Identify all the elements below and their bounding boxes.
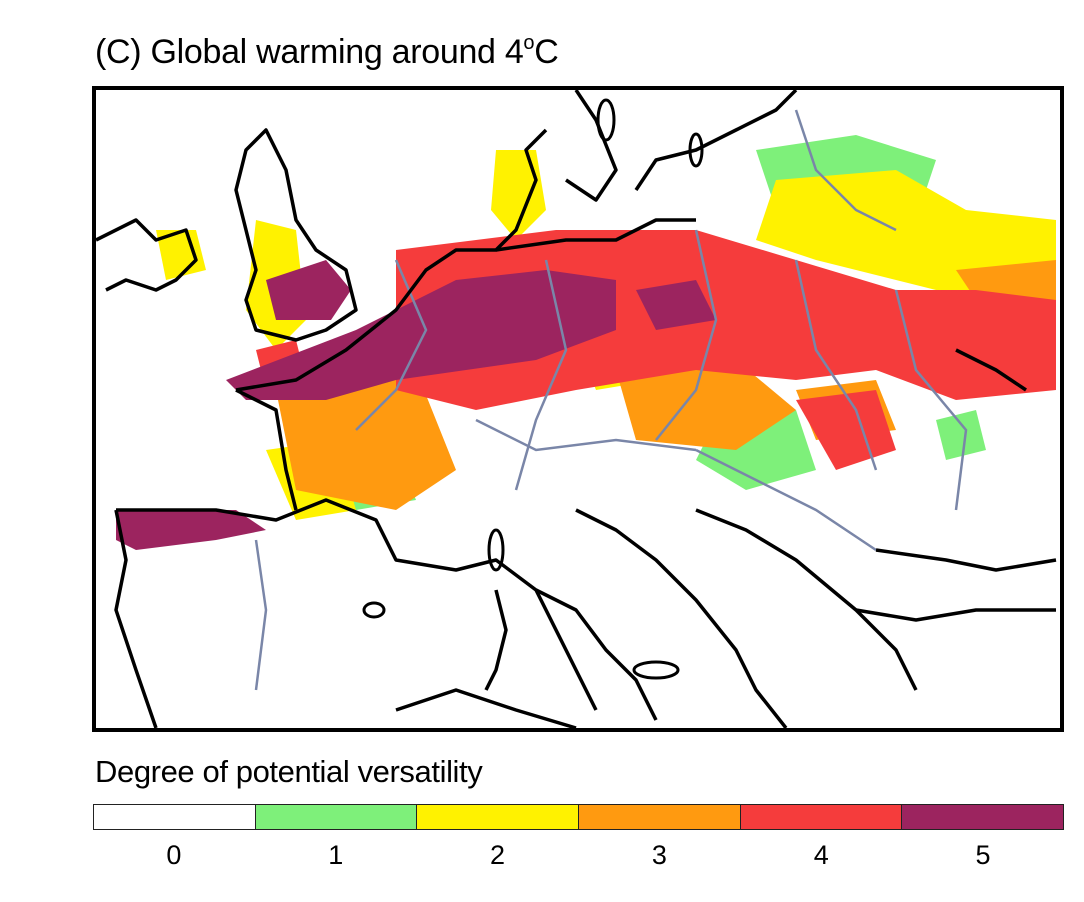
legend-label-2: 2 — [490, 840, 506, 870]
legend-swatch-4 — [740, 805, 903, 829]
title-suffix: C — [534, 33, 559, 71]
legend-label-4: 4 — [813, 840, 829, 870]
legend-labels: 0 1 2 3 4 5 — [93, 838, 1064, 872]
figure-title: (C) Global warming around 4oC — [95, 30, 559, 74]
legend-swatch-1 — [255, 805, 418, 829]
legend-label-1: 1 — [328, 840, 344, 870]
legend-swatch-3 — [579, 805, 741, 829]
title-prefix: (C) Global warming around 4 — [95, 33, 524, 71]
legend-swatch-5 — [902, 805, 1064, 829]
legend-color-bar — [93, 804, 1064, 830]
legend-title: Degree of potential versatility — [95, 754, 483, 789]
legend-swatch-0 — [94, 805, 256, 829]
land-class-5 — [116, 260, 716, 550]
title-degree-sign: o — [523, 32, 535, 54]
map-panel — [92, 86, 1064, 732]
coastlines — [96, 90, 1057, 728]
legend-label-5: 5 — [975, 840, 991, 870]
legend-swatch-2 — [417, 805, 580, 829]
national-borders — [254, 109, 968, 691]
islands — [362, 98, 704, 680]
legend-label-3: 3 — [651, 840, 667, 870]
europe-map — [96, 90, 1057, 728]
legend-label-0: 0 — [166, 840, 182, 870]
